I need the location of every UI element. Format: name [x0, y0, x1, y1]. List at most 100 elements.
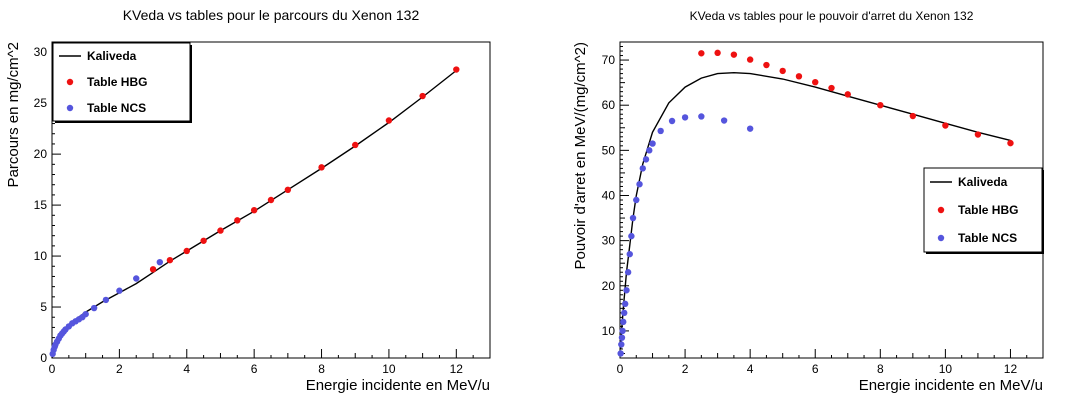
data-point-ncs — [624, 269, 632, 276]
data-point-hbg — [385, 117, 393, 124]
data-point-ncs — [619, 327, 626, 335]
legend-label-kaliveda: Kaliveda — [87, 49, 137, 63]
data-point-hbg — [267, 196, 275, 204]
data-point-hbg — [166, 256, 174, 264]
data-point-hbg — [763, 61, 770, 69]
data-point-hbg — [714, 49, 721, 57]
data-point-ncs — [746, 125, 754, 132]
y-tick-label: 20 — [602, 279, 616, 293]
data-point-hbg — [698, 50, 705, 57]
data-point-hbg — [828, 84, 835, 92]
data-point-ncs — [629, 214, 637, 222]
data-point-ncs — [133, 275, 140, 282]
y-tick-label: 15 — [34, 198, 48, 212]
x-tick-label: 10 — [382, 362, 396, 376]
data-point-ncs — [623, 287, 630, 294]
data-point-hbg — [730, 51, 738, 58]
legend-label-ncs: Table NCS — [958, 231, 1017, 245]
data-point-ncs — [636, 181, 643, 188]
data-point-ncs — [116, 287, 123, 294]
x-tick-label: 2 — [116, 362, 123, 376]
data-point-ncs — [668, 117, 676, 125]
y-axis-label: Parcours en mg/cm^2 — [5, 42, 22, 187]
data-point-ncs — [649, 140, 656, 147]
data-point-ncs — [82, 310, 89, 318]
y-tick-label: 60 — [602, 98, 616, 112]
data-point-ncs — [156, 258, 164, 266]
x-tick-label: 10 — [939, 362, 953, 376]
x-tick-label: 12 — [1004, 362, 1018, 376]
series-line-kaliveda — [620, 71, 1011, 350]
legend-label-kaliveda: Kaliveda — [958, 175, 1008, 189]
y-tick-label: 30 — [602, 234, 616, 248]
data-point-ncs — [681, 114, 689, 121]
data-point-hbg — [453, 66, 460, 73]
legend-label-hbg: Table HBG — [87, 75, 147, 89]
data-point-hbg — [318, 164, 325, 171]
data-point-ncs — [646, 147, 653, 154]
data-point-hbg — [217, 227, 224, 234]
x-axis-label: Energie incidente en MeV/u — [859, 377, 1043, 394]
legend-swatch-ncs — [937, 234, 945, 242]
data-point-ncs — [720, 117, 728, 124]
data-point-hbg — [250, 206, 258, 214]
data-point-ncs — [698, 113, 705, 120]
legend-label-ncs: Table NCS — [87, 101, 146, 115]
data-point-ncs — [633, 196, 640, 204]
data-point-hbg — [795, 73, 803, 80]
data-point-hbg — [746, 56, 754, 63]
data-point-ncs — [621, 309, 628, 317]
chart-title: KVeda vs tables pour le pouvoir d'arret … — [690, 9, 974, 23]
data-point-hbg — [284, 186, 292, 194]
y-tick-label: 40 — [602, 188, 616, 202]
y-tick-label: 50 — [602, 143, 616, 157]
y-tick-label: 10 — [602, 324, 616, 338]
y-tick-label: 25 — [34, 96, 48, 110]
stopping-power-chart-panel: KVeda vs tables pour le pouvoir d'arret … — [533, 0, 1067, 400]
data-point-hbg — [200, 237, 207, 244]
x-tick-label: 8 — [877, 362, 884, 376]
data-point-hbg — [909, 112, 917, 120]
data-point-hbg — [844, 91, 851, 98]
data-point-ncs — [628, 232, 635, 240]
legend-swatch-hbg — [937, 206, 945, 214]
chart-title: KVeda vs tables pour le parcours du Xeno… — [123, 7, 420, 23]
range-chart-panel: KVeda vs tables pour le parcours du Xeno… — [0, 0, 533, 400]
x-tick-label: 0 — [49, 362, 56, 376]
data-point-hbg — [183, 247, 190, 255]
y-tick-label: 10 — [34, 249, 48, 263]
legend-label-hbg: Table HBG — [958, 203, 1018, 217]
data-point-hbg — [942, 122, 949, 129]
legend-swatch-hbg — [66, 78, 74, 86]
data-point-hbg — [812, 78, 819, 86]
x-tick-label: 6 — [251, 362, 258, 376]
data-point-hbg — [974, 131, 982, 138]
data-point-ncs — [90, 304, 98, 312]
y-tick-label: 0 — [40, 351, 47, 365]
range-chart: KVeda vs tables pour le parcours du Xeno… — [5, 7, 491, 394]
y-tick-label: 5 — [40, 300, 47, 314]
x-axis-label: Energie incidente en MeV/u — [306, 377, 490, 394]
data-point-ncs — [657, 127, 664, 135]
x-tick-label: 0 — [617, 362, 624, 376]
stopping-power-chart: KVeda vs tables pour le pouvoir d'arret … — [572, 9, 1044, 394]
data-point-ncs — [642, 156, 650, 163]
y-axis-label: Pouvoir d'arret en MeV/(mg/cm^2) — [572, 42, 589, 269]
data-point-hbg — [419, 92, 426, 100]
x-tick-label: 2 — [682, 362, 689, 376]
data-point-hbg — [234, 217, 241, 224]
x-tick-label: 4 — [183, 362, 190, 376]
data-point-hbg — [877, 102, 884, 109]
y-tick-label: 30 — [34, 45, 48, 59]
data-point-ncs — [618, 334, 626, 341]
data-point-ncs — [620, 318, 627, 326]
y-tick-label: 70 — [602, 53, 616, 67]
legend-swatch-ncs — [66, 104, 74, 112]
data-point-ncs — [622, 300, 629, 308]
data-point-ncs — [102, 296, 110, 304]
data-point-ncs — [617, 350, 624, 357]
data-point-ncs — [618, 341, 625, 348]
x-tick-label: 4 — [747, 362, 754, 376]
data-point-ncs — [626, 250, 633, 258]
data-point-hbg — [1007, 139, 1014, 147]
